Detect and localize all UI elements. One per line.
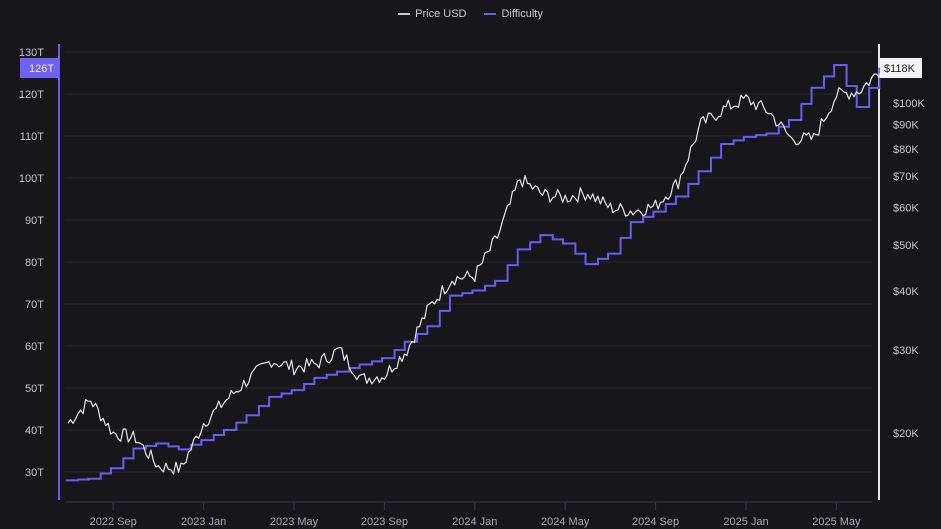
left-tick-label: 30T (25, 467, 44, 479)
difficulty-line-swatch-icon (484, 13, 497, 15)
left-tick-label: 110T (20, 131, 45, 143)
left-tick-label: 60T (25, 341, 44, 353)
price-current-badge: $118K (880, 58, 922, 78)
right-tick-label: $40K (893, 286, 919, 298)
difficulty-current-badge: 126T (20, 58, 59, 78)
right-tick-label: $30K (893, 345, 919, 357)
legend-price-label: Price USD (415, 8, 467, 20)
x-tick-label: 2024 Jan (452, 516, 497, 528)
x-tick-label: 2025 Jan (723, 516, 768, 528)
x-axis-ticks: 2022 Sep 2023 Jan 2023 May 2023 Sep 2024 Jan… (90, 503, 861, 528)
svg-text:126T: 126T (29, 63, 54, 75)
x-tick-label: 2023 Jan (181, 516, 226, 528)
right-tick-label: $90K (893, 120, 919, 132)
left-tick-label: 120T (19, 89, 44, 101)
right-tick-label: $20K (893, 428, 919, 440)
legend-difficulty-label: Difficulty (501, 8, 543, 20)
left-tick-label: 130T (19, 47, 44, 59)
left-tick-label: 40T (25, 425, 44, 437)
chart-legend: Price USD Difficulty (0, 8, 941, 20)
left-tick-label: 50T (25, 383, 44, 395)
gridlines (65, 51, 872, 473)
right-tick-label: $60K (893, 203, 919, 215)
x-tick-label: 2023 Sep (361, 516, 408, 528)
left-tick-label: 80T (25, 257, 44, 269)
right-tick-label: $50K (893, 240, 919, 252)
right-tick-label: $70K (893, 171, 919, 183)
price-line-swatch-icon (398, 13, 411, 15)
x-tick-label: 2025 May (812, 516, 861, 528)
left-tick-label: 90T (25, 215, 44, 227)
left-tick-label: 100T (19, 173, 44, 185)
right-axis-ticks: $100K $90K $80K $70K $60K $50K $40K $30K $20K (893, 98, 925, 440)
x-tick-label: 2024 May (541, 516, 590, 528)
left-axis-ticks: 130T 120T 110T 100T 90T 80T 70T 60T 50T 40T 30T (19, 47, 44, 479)
right-tick-label: $100K (893, 98, 925, 110)
price-line (67, 68, 883, 475)
left-tick-label: 70T (25, 299, 44, 311)
x-tick-label: 2022 Sep (90, 516, 137, 528)
legend-item-price[interactable]: Price USD (398, 8, 466, 20)
legend-item-difficulty[interactable]: Difficulty (484, 8, 543, 20)
x-tick-label: 2024 Sep (632, 516, 679, 528)
right-tick-label: $80K (893, 144, 919, 156)
difficulty-line (65, 64, 902, 482)
x-tick-label: 2023 May (270, 516, 319, 528)
svg-text:$118K: $118K (884, 63, 916, 75)
